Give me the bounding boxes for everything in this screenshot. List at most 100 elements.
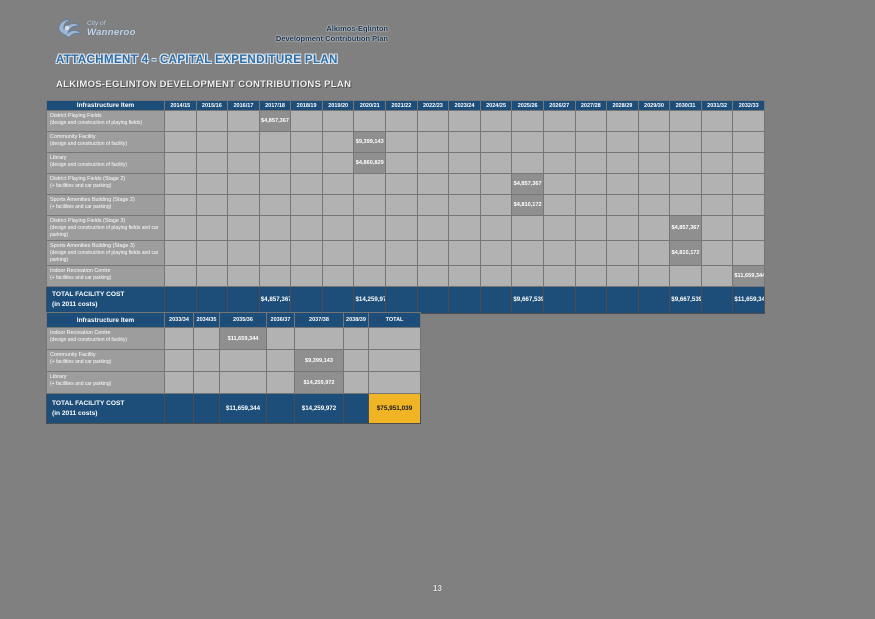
total-empty-cell [266, 393, 295, 424]
empty-year-cell [542, 152, 576, 174]
total-cost-cell: $14,259,972 [294, 393, 344, 424]
year-header-cell: 2035/36 [219, 312, 267, 328]
total-empty-cell [164, 286, 197, 314]
infrastructure-row: District Playing Fields (Stage 2) (+ faci… [46, 173, 765, 195]
year-header-cell: 2027/28 [574, 100, 608, 111]
empty-year-cell [195, 265, 229, 288]
empty-year-cell [637, 131, 671, 153]
year-header-cell: 2029/30 [637, 100, 671, 111]
empty-year-cell [258, 214, 292, 242]
empty-year-cell [227, 265, 260, 288]
empty-year-cell [164, 131, 197, 153]
infrastructure-row: Community Facility (+ facilities and car … [46, 349, 421, 372]
infrastructure-item-name: Library [50, 374, 67, 380]
empty-year-cell [195, 152, 229, 174]
capex-table-years-2033-2039-total: Infrastructure Item 2033/34 2034/35 2035/36… [46, 312, 421, 424]
empty-year-cell [164, 240, 197, 267]
empty-year-cell [416, 265, 450, 288]
total-label-line1: TOTAL FACILITY COST [52, 399, 125, 407]
empty-year-cell [448, 240, 481, 267]
empty-year-cell [164, 194, 197, 216]
year-header-cell: 2017/18 [258, 100, 292, 111]
total-empty-cell [448, 286, 481, 314]
plan-subtitle: ALKIMOS-EGLINTON DEVELOPMENT CONTRIBUTIO… [56, 79, 352, 90]
empty-year-cell [606, 240, 639, 267]
empty-year-cell [479, 152, 513, 174]
empty-year-cell [511, 110, 544, 132]
empty-year-cell [353, 173, 387, 195]
empty-year-cell [321, 214, 355, 242]
empty-year-cell [385, 240, 418, 267]
wanneroo-swirl-icon [56, 16, 84, 42]
empty-year-cell [479, 194, 513, 216]
empty-year-cell [574, 265, 608, 288]
year-header-cell: 2037/38 [294, 312, 344, 328]
empty-year-cell [542, 110, 576, 132]
empty-year-cell [606, 265, 639, 288]
empty-year-cell [511, 214, 544, 242]
total-empty-cell [574, 286, 608, 314]
infrastructure-item-name: District Playing Fields [50, 113, 102, 119]
empty-year-cell [511, 265, 544, 288]
empty-total-cell [368, 371, 421, 394]
empty-year-cell [385, 110, 418, 132]
total-empty-cell [479, 286, 513, 314]
empty-year-cell [227, 173, 260, 195]
empty-year-cell [227, 110, 260, 132]
empty-year-cell [700, 131, 734, 153]
empty-year-cell [321, 194, 355, 216]
total-column-header: TOTAL [368, 312, 421, 328]
total-empty-cell [321, 286, 355, 314]
empty-year-cell [193, 349, 220, 372]
logo-org-line2: Wanneroo [87, 26, 136, 38]
empty-year-cell [227, 131, 260, 153]
empty-year-cell [448, 131, 481, 153]
document-running-header: Alkimos-Eglinton Development Contributio… [168, 24, 388, 44]
total-facility-cost-label: TOTAL FACILITY COST (in 2011 costs) [46, 393, 165, 424]
empty-year-cell [385, 265, 418, 288]
empty-year-cell [321, 152, 355, 174]
empty-year-cell [195, 173, 229, 195]
infrastructure-item-cell: Community Facility (+ facilities and car … [46, 349, 165, 372]
empty-year-cell [606, 173, 639, 195]
empty-year-cell [637, 152, 671, 174]
empty-year-cell [385, 173, 418, 195]
empty-year-cell [290, 152, 323, 174]
year-header-cell: 2032/33 [732, 100, 765, 111]
empty-year-cell [511, 131, 544, 153]
infrastructure-item-name: Community Facility [50, 352, 96, 358]
total-cost-cell: $9,667,539 [669, 286, 702, 314]
total-label-line2: (in 2011 costs) [52, 300, 98, 308]
empty-year-cell [637, 173, 671, 195]
year-header-cell: 2025/26 [511, 100, 544, 111]
total-empty-cell [606, 286, 639, 314]
empty-year-cell [290, 214, 323, 242]
cost-value-cell: $4,810,172 [511, 194, 544, 216]
empty-year-cell [353, 240, 387, 267]
infrastructure-row: Community Facility (design and constructi… [46, 131, 765, 153]
year-header-cell: 2028/29 [606, 100, 639, 111]
cost-value-cell: $4,857,367 [258, 110, 292, 132]
empty-year-cell [732, 194, 765, 216]
empty-year-cell [290, 240, 323, 267]
infrastructure-item-cell: Sports Amenities Building (Stage 2) (+ fa… [46, 194, 165, 216]
empty-year-cell [700, 265, 734, 288]
empty-year-cell [574, 152, 608, 174]
empty-year-cell [448, 214, 481, 242]
empty-year-cell [219, 349, 267, 372]
empty-year-cell [258, 152, 292, 174]
cost-value-cell: $11,659,344 [219, 327, 267, 350]
empty-year-cell [542, 194, 576, 216]
infrastructure-item-cell: Indoor Recreation Centre (design and cons… [46, 327, 165, 350]
infrastructure-row: Library (+ facilities and car parking) $14… [46, 371, 421, 394]
empty-year-cell [606, 110, 639, 132]
empty-year-cell [448, 194, 481, 216]
year-header-cell: 2030/31 [669, 100, 702, 111]
total-facility-cost-label: TOTAL FACILITY COST (in 2011 costs) [46, 286, 165, 314]
empty-year-cell [385, 214, 418, 242]
cost-value-cell: $9,399,143 [294, 349, 344, 372]
empty-year-cell [574, 131, 608, 153]
total-cost-cell: $14,259,972 [353, 286, 387, 314]
empty-year-cell [193, 371, 220, 394]
empty-year-cell [479, 173, 513, 195]
